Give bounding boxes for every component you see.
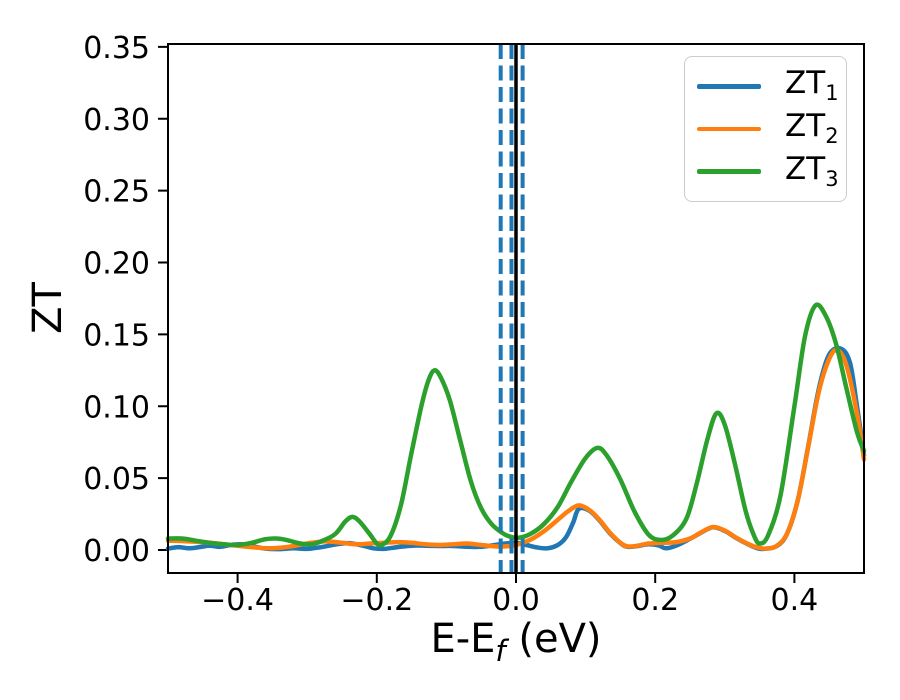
legend: ZT1 ZT2 ZT3 [684, 56, 847, 202]
x-axis-label-sub: f [495, 634, 506, 668]
x-axis-label-post: (eV) [505, 616, 602, 662]
y-tick-label: 0.20 [83, 247, 150, 282]
axes-frame [167, 43, 865, 574]
y-tick-label: 0.10 [83, 390, 150, 425]
series-line-ZT2 [165, 347, 867, 551]
x-axis-label: E-Ef (eV) [168, 616, 864, 668]
legend-swatch-ZT1 [697, 84, 761, 89]
legend-label-ZT1: ZT1 [785, 65, 839, 106]
legend-label-ZT3: ZT3 [785, 150, 839, 191]
series-line-ZT3 [165, 302, 867, 548]
y-tick-label: 0.05 [83, 462, 150, 497]
legend-swatch-ZT2 [697, 126, 761, 132]
y-tick-label: 0.35 [83, 31, 150, 66]
y-axis-label: ZT [25, 282, 71, 334]
y-tick-label: 0.30 [83, 103, 150, 138]
legend-label-ZT2: ZT2 [785, 107, 839, 149]
x-tick-label: 0.2 [631, 583, 679, 618]
x-tick-label: 0.4 [771, 583, 819, 618]
legend-item-ZT2: ZT2 [685, 107, 846, 149]
legend-item-ZT3: ZT3 [685, 150, 846, 191]
legend-swatch-ZT3 [697, 169, 761, 174]
x-tick-label: −0.2 [340, 583, 413, 618]
x-axis-label-pre: E-E [430, 616, 496, 662]
x-tick-label: 0.0 [492, 583, 540, 618]
y-axis-label-text: ZT [25, 282, 71, 334]
y-tick-label: 0.25 [83, 175, 150, 210]
y-tick-label: 0.15 [83, 318, 150, 353]
x-tick-label: −0.4 [201, 583, 274, 618]
y-tick-label: 0.00 [83, 534, 150, 569]
legend-item-ZT1: ZT1 [685, 68, 846, 104]
